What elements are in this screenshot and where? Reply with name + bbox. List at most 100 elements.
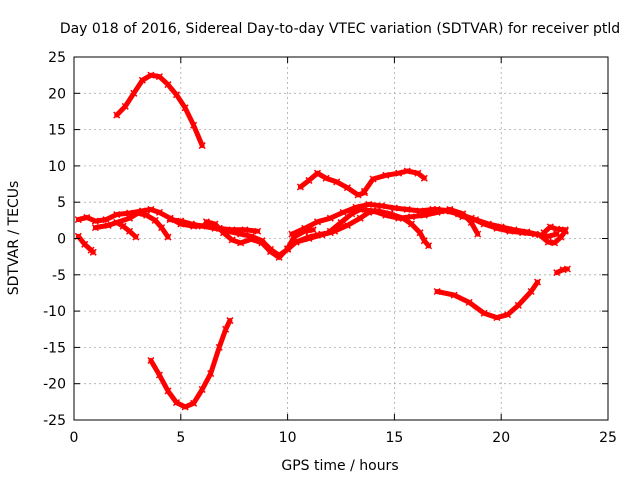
data-point [158, 224, 166, 232]
data-point [514, 301, 522, 309]
data-point [497, 223, 505, 231]
y-tick-label: -10 [43, 304, 66, 320]
data-point [369, 207, 377, 215]
series-line [541, 224, 568, 236]
data-point [198, 385, 206, 394]
data-point [74, 216, 82, 224]
data-point [134, 209, 142, 217]
data-point [337, 218, 345, 227]
data-point [226, 317, 234, 325]
data-point [228, 236, 236, 244]
data-point [202, 218, 210, 226]
data-point [222, 325, 230, 333]
data-point [472, 216, 480, 224]
data-point [288, 230, 296, 238]
data-point [258, 239, 266, 247]
data-point [132, 233, 140, 241]
data-point [147, 71, 155, 79]
data-point [309, 226, 317, 234]
series-arc-late-blip [540, 223, 569, 237]
series-line [114, 72, 205, 149]
series-line [297, 170, 367, 198]
data-point [292, 238, 300, 246]
data-point [420, 174, 428, 182]
grid [74, 57, 608, 420]
data-point [177, 217, 185, 225]
chart-title: Day 018 of 2016, Sidereal Day-to-day VTE… [60, 21, 620, 37]
data-point [407, 213, 416, 221]
data-point [164, 387, 172, 395]
data-point [207, 370, 215, 378]
data-point [219, 229, 228, 237]
series-arc-mid-rise [296, 169, 369, 199]
series-arc-high-peak [113, 71, 206, 150]
data-point [91, 217, 99, 225]
data-point [343, 184, 351, 192]
data-point [126, 214, 134, 222]
data-point [414, 169, 422, 177]
data-point [553, 269, 561, 277]
data-point [403, 167, 411, 175]
data-point [339, 208, 347, 216]
data-point [343, 221, 351, 229]
data-point [198, 142, 206, 150]
data-point [190, 121, 198, 129]
data-point [382, 171, 390, 179]
data-point [138, 76, 146, 84]
data-point [544, 238, 552, 246]
data-point [425, 242, 433, 250]
data-point [172, 91, 181, 99]
data-point [527, 287, 535, 296]
series-line [148, 318, 233, 410]
y-axis-label: SDTVAR / TECUs [6, 181, 22, 296]
data-point [151, 216, 159, 224]
data-point [119, 222, 127, 230]
data-point [407, 220, 416, 228]
data-point [510, 226, 518, 234]
data-point [403, 205, 411, 213]
data-point [237, 239, 245, 247]
data-point [113, 111, 121, 119]
data-point [557, 233, 565, 241]
x-tick-label: 20 [492, 430, 510, 446]
data-point [301, 224, 309, 232]
data-point [155, 208, 163, 216]
data-point [143, 211, 151, 219]
data-point [296, 183, 304, 191]
data-point [172, 399, 181, 407]
x-tick-label: 15 [385, 430, 403, 446]
series-arc-evening-dip [433, 278, 542, 322]
x-axis-label: GPS time / hours [281, 458, 398, 474]
data-series [74, 71, 571, 411]
series-arc-mid-high [360, 167, 428, 195]
data-point [91, 224, 99, 232]
data-point [83, 213, 91, 221]
data-point [305, 176, 313, 184]
data-point [104, 221, 112, 229]
data-point [113, 218, 121, 227]
data-point [284, 245, 292, 253]
data-point [563, 265, 571, 273]
y-tick-label: 20 [48, 86, 66, 102]
data-point [322, 174, 330, 182]
data-point [155, 371, 163, 379]
data-point [465, 298, 473, 306]
data-point [190, 399, 198, 407]
data-point [533, 278, 542, 286]
series-arc-afternoon [433, 205, 569, 247]
data-point [480, 309, 488, 317]
data-point [450, 291, 458, 299]
data-point [433, 287, 441, 296]
data-point [215, 343, 223, 351]
data-point [181, 104, 189, 112]
series-arc-early-dip [74, 232, 97, 256]
data-point [211, 220, 219, 228]
y-tick-label: 15 [48, 123, 66, 139]
y-tick-label: -25 [43, 413, 66, 429]
data-point [305, 234, 313, 243]
data-point [546, 223, 554, 231]
data-point [459, 213, 467, 221]
data-point [356, 214, 364, 222]
data-point [420, 211, 428, 219]
